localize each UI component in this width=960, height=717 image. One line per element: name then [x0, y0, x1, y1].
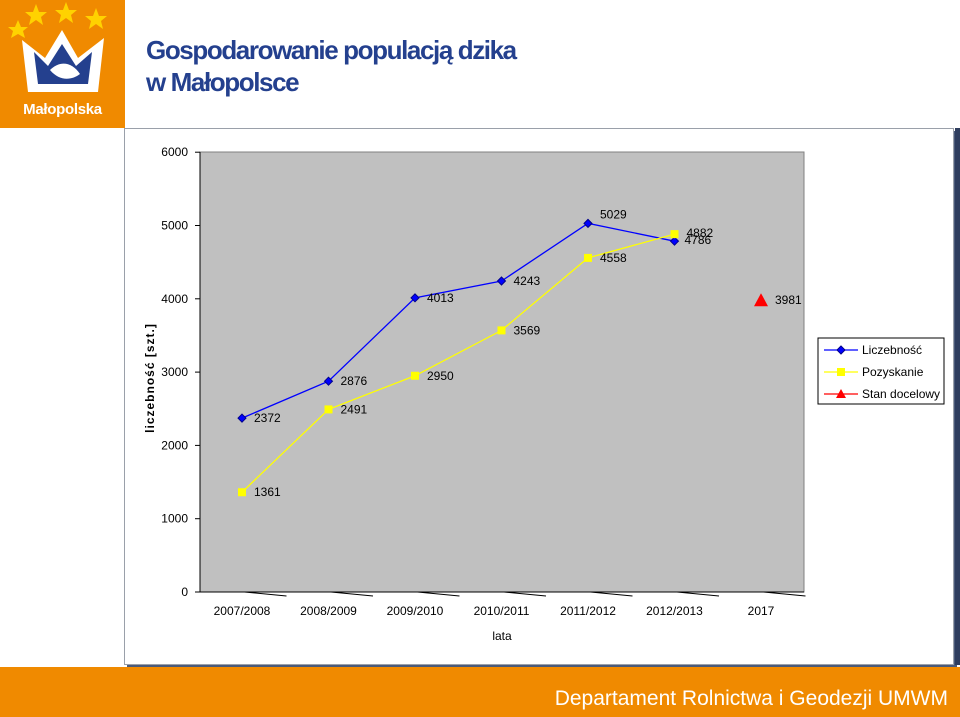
- series-line-0: [241, 222, 675, 419]
- data-label: 4013: [427, 291, 454, 305]
- logo-panel: Małopolska: [0, 0, 125, 128]
- data-point-diamond: [583, 218, 593, 229]
- x-tick-mark: [763, 591, 806, 597]
- data-label: 4882: [687, 226, 714, 240]
- data-point-square: [411, 371, 419, 380]
- x-tick-label: 2011/2012: [560, 604, 616, 618]
- data-label: 2950: [427, 369, 454, 383]
- y-axis-label: liczebność [szt.]: [143, 323, 157, 433]
- data-label: 3981: [775, 293, 802, 307]
- data-point-diamond: [669, 236, 680, 246]
- data-label: 2372: [254, 411, 281, 425]
- legend-marker-triangle: [836, 389, 846, 398]
- y-tick-label: 6000: [161, 145, 188, 159]
- data-label: 3569: [514, 323, 541, 337]
- data-label: 5029: [600, 207, 627, 221]
- logo-text: Małopolska: [23, 101, 102, 118]
- data-point-triangle: [754, 293, 768, 307]
- y-tick-label: 2000: [161, 438, 188, 452]
- x-tick-mark: [676, 591, 720, 597]
- malopolska-logo-icon: [8, 2, 107, 92]
- page-title: Gospodarowanie populacją dzika w Małopol…: [146, 34, 517, 98]
- footer-bar: Departament Rolnictwa i Geodezji UMWM: [0, 667, 960, 717]
- series-line-1: [241, 233, 675, 493]
- data-point-diamond: [237, 413, 247, 423]
- x-axis-label: lata: [492, 629, 512, 643]
- footer-text: Departament Rolnictwa i Geodezji UMWM: [554, 687, 948, 710]
- x-tick-mark: [417, 591, 460, 597]
- legend-entry-label: Liczebność: [862, 343, 922, 357]
- legend-marker-square: [837, 368, 845, 376]
- data-point-diamond: [323, 376, 334, 386]
- title-line-2: w Małopolsce: [146, 67, 300, 97]
- x-tick-label: 2017: [748, 604, 775, 618]
- data-point-square: [670, 230, 679, 239]
- x-tick-label: 2009/2010: [387, 604, 444, 618]
- legend: Liczebność Pozyskanie Stan docelowy: [817, 337, 945, 405]
- data-label: 4243: [514, 274, 541, 288]
- data-point-square: [324, 405, 333, 414]
- x-tick-label: 2008/2009: [300, 604, 357, 618]
- y-tick-label: 4000: [161, 292, 188, 306]
- x-tick-mark: [590, 591, 633, 597]
- x-tick-mark: [330, 591, 374, 597]
- right-accent-bar: [955, 128, 960, 665]
- data-label: 1361: [254, 485, 281, 499]
- data-label: 2491: [341, 402, 368, 416]
- plot-area: [199, 151, 805, 593]
- y-tick-label: 3000: [161, 365, 188, 379]
- data-point-diamond: [410, 293, 420, 303]
- legend-marker-diamond: [836, 345, 846, 355]
- data-label: 4558: [600, 251, 627, 265]
- x-tick-label: 2012/2013: [646, 604, 703, 618]
- data-point-square: [584, 253, 592, 262]
- data-point-square: [497, 326, 506, 335]
- y-tick-label: 0: [181, 585, 188, 599]
- x-tick-mark: [503, 591, 547, 597]
- x-tick-label: 2010/2011: [474, 604, 530, 618]
- data-point-diamond: [496, 276, 507, 286]
- data-point-square: [238, 488, 246, 497]
- y-tick-label: 5000: [161, 219, 188, 233]
- title-line-1: Gospodarowanie populacją dzika: [146, 35, 517, 65]
- x-tick-mark: [244, 591, 287, 597]
- y-tick-label: 1000: [161, 512, 188, 526]
- x-tick-label: 2007/2008: [214, 604, 271, 618]
- legend-entry-label: Stan docelowy: [862, 387, 940, 401]
- data-label: 4786: [685, 233, 712, 247]
- data-label: 2876: [341, 374, 368, 388]
- legend-entry-label: Pozyskanie: [862, 365, 924, 379]
